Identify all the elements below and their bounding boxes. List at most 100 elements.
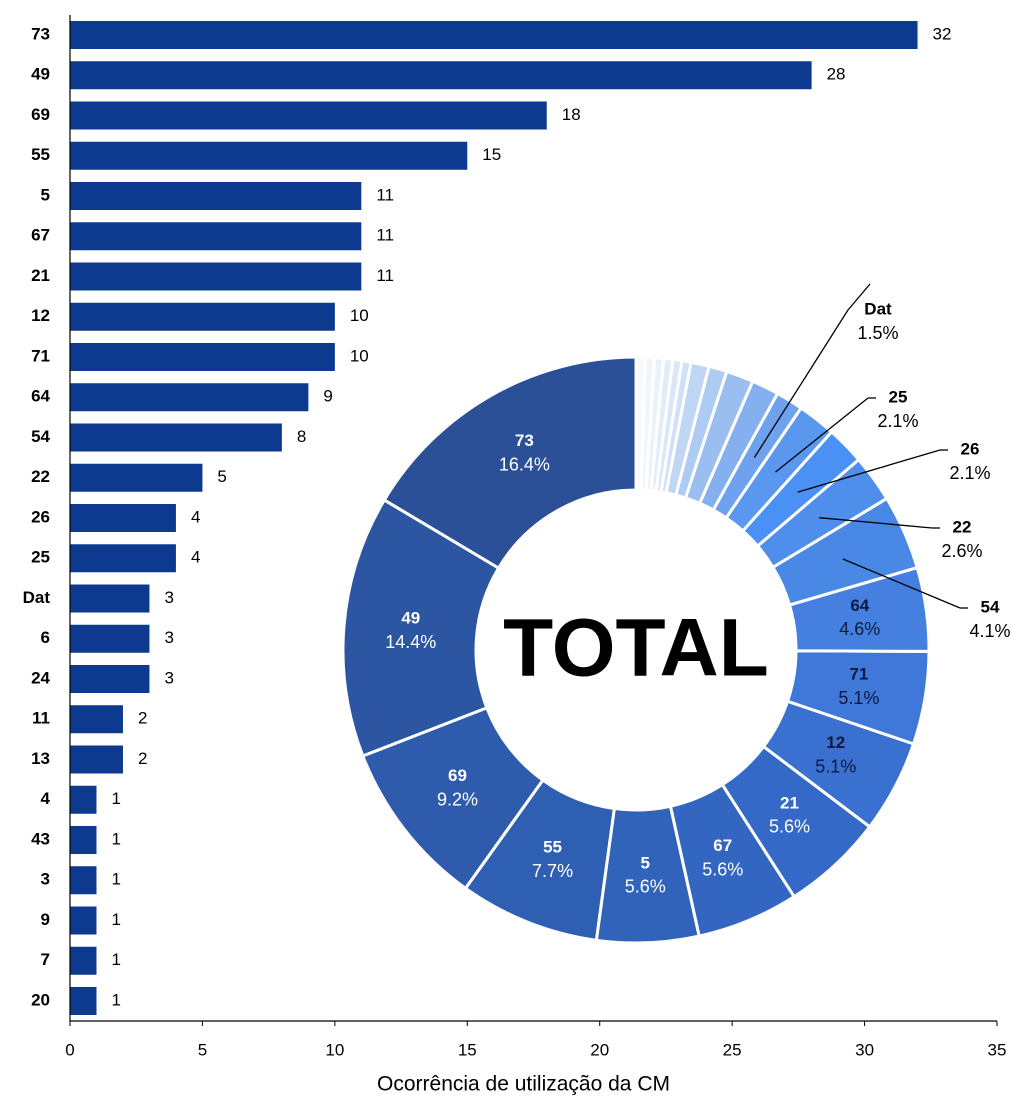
y-tick-label: 6 [41, 628, 50, 647]
y-tick-label: 3 [41, 870, 50, 889]
y-tick-label: 55 [31, 145, 50, 164]
slice-value: 4.6% [839, 619, 880, 639]
slice-name: Dat [864, 299, 892, 318]
slice-name: 25 [889, 387, 908, 406]
slice-name: 55 [543, 838, 562, 857]
bar [70, 302, 335, 331]
y-tick-label: 26 [31, 507, 50, 526]
y-tick-label: 20 [31, 990, 50, 1009]
y-tick-label: 73 [31, 24, 50, 43]
slice-value: 2.1% [877, 411, 918, 431]
bar [70, 584, 150, 613]
data-label: 18 [562, 105, 581, 124]
y-tick-label: 69 [31, 105, 50, 124]
slice-value: 2.6% [941, 541, 982, 561]
y-tick-label: Dat [23, 588, 51, 607]
leader-line [753, 309, 849, 458]
x-tick-label: 30 [855, 1040, 874, 1059]
leader-line [819, 517, 933, 529]
y-tick-label: 13 [31, 749, 50, 768]
slice-name: 12 [826, 733, 845, 752]
data-label: 15 [482, 145, 501, 164]
bar [70, 504, 176, 532]
bar [70, 222, 362, 251]
data-label: 10 [350, 306, 369, 325]
leader-line [842, 558, 961, 609]
y-tick-label: 25 [31, 548, 50, 567]
slice-value: 5.6% [702, 859, 743, 879]
center-label: TOTAL [503, 603, 769, 694]
x-tick-label: 20 [590, 1040, 609, 1059]
data-label: 11 [376, 185, 394, 204]
y-tick-label: 21 [31, 266, 50, 285]
data-label: 11 [376, 266, 394, 285]
bar [70, 785, 97, 814]
data-label: 4 [191, 507, 200, 526]
bar [70, 343, 335, 371]
slice-value: 1.5% [857, 323, 898, 343]
data-label: 11 [376, 226, 394, 245]
data-label: 1 [111, 950, 120, 969]
slice-value: 5.1% [815, 756, 856, 776]
x-tick-label: 0 [65, 1040, 74, 1059]
data-label: 4 [191, 548, 200, 567]
data-label: 1 [111, 829, 120, 848]
bar [70, 544, 176, 573]
bar [70, 61, 812, 90]
slice-value: 5.6% [769, 817, 810, 837]
data-label: 2 [138, 709, 147, 728]
data-label: 5 [217, 467, 226, 486]
slice-name: 69 [448, 766, 467, 785]
slice-name: 5 [641, 853, 650, 872]
data-label: 1 [111, 990, 120, 1009]
y-tick-label: 67 [31, 226, 50, 245]
data-label: 1 [111, 910, 120, 929]
bar [70, 624, 150, 653]
bar [70, 665, 150, 693]
leader-line [775, 397, 869, 473]
y-tick-label: 49 [31, 65, 50, 84]
data-label: 9 [323, 387, 332, 406]
data-label: 3 [164, 588, 173, 607]
bar [70, 101, 547, 130]
slice-name: 22 [953, 517, 972, 536]
slice-value: 7.7% [532, 861, 573, 881]
bar [70, 21, 918, 49]
data-label: 32 [933, 24, 952, 43]
bar [70, 946, 97, 975]
x-axis-title: Ocorrência de utilização da CM [377, 1073, 670, 1096]
slice-value: 16.4% [499, 454, 550, 474]
leader-line [847, 283, 871, 311]
bar [70, 705, 123, 734]
data-label: 10 [350, 346, 369, 365]
y-tick-label: 54 [31, 427, 50, 446]
x-tick-label: 5 [198, 1040, 207, 1059]
bar [70, 463, 203, 492]
y-tick-label: 9 [41, 910, 50, 929]
slice-value: 9.2% [437, 789, 478, 809]
y-tick-label: 11 [32, 709, 50, 728]
slice-name: 49 [401, 609, 420, 628]
data-label: 1 [111, 789, 120, 808]
x-tick-label: 25 [723, 1040, 742, 1059]
leader-line [797, 449, 941, 493]
slice-name: 54 [981, 597, 1000, 616]
slice-name: 71 [849, 665, 868, 684]
bar [70, 383, 309, 412]
x-tick-label: 35 [988, 1040, 1007, 1059]
bar [70, 141, 468, 170]
data-label: 28 [827, 65, 846, 84]
x-tick-label: 10 [325, 1040, 344, 1059]
bar [70, 906, 97, 935]
bar [70, 262, 362, 291]
bar [70, 826, 97, 854]
slice-name: 67 [713, 836, 732, 855]
y-tick-label: 24 [31, 668, 50, 687]
slice-name: 26 [961, 439, 980, 458]
y-tick-label: 71 [31, 346, 50, 365]
data-label: 2 [138, 749, 147, 768]
y-tick-label: 5 [41, 185, 50, 204]
x-tick-label: 15 [458, 1040, 477, 1059]
slice-name: 21 [780, 793, 799, 812]
